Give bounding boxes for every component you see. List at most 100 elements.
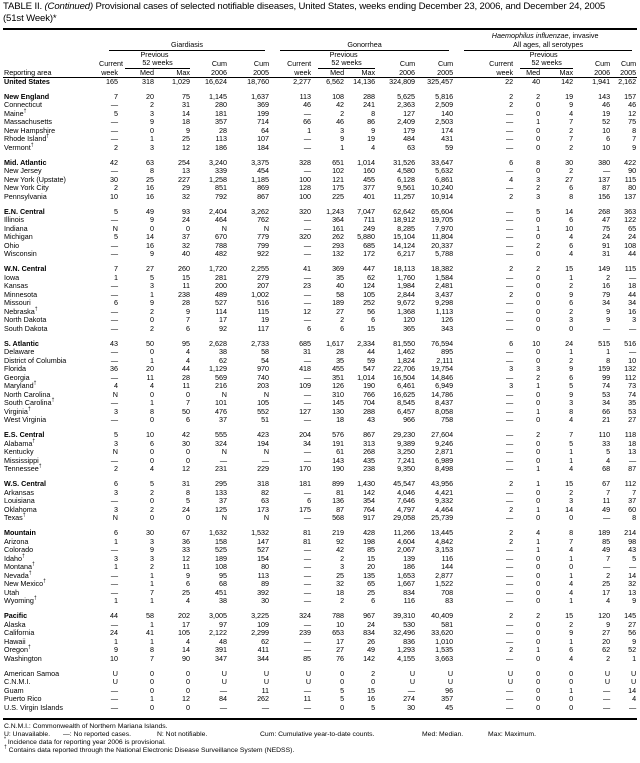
cell-value: 3 [509, 381, 514, 391]
cell-value: 0 [340, 677, 345, 687]
cell-value: 922 [257, 249, 270, 259]
area-name: Rhode Island [4, 134, 47, 144]
cell-value: 165 [106, 76, 118, 86]
cell-value: 49 [602, 504, 611, 514]
area-name: New Jersey [4, 166, 42, 176]
cell-value: 58 [261, 347, 270, 357]
cell-value: 8,498 [435, 464, 454, 474]
cell-value: 670 [215, 232, 227, 242]
reporting-area: New Mexico† [3, 579, 99, 589]
hib-header-line1: Haemophilus influenzae, invasive [454, 32, 637, 41]
cell-value: 1,532 [251, 528, 270, 538]
cell-value: 484 [403, 134, 416, 144]
cell-value: 27 [565, 174, 574, 184]
cell-value: 21 [602, 415, 611, 425]
cell-value: 7 [569, 430, 574, 440]
cell-value: 136 [332, 496, 345, 506]
cell-value: 2 [569, 281, 574, 291]
cell-value: 0 [536, 636, 541, 646]
area-name: Louisiana [4, 496, 35, 506]
cell-value: 16 [146, 183, 154, 193]
cell-value: 66 [602, 406, 611, 416]
cell-value: 33,620 [431, 628, 454, 638]
cell-value: 6 [509, 157, 514, 167]
cell-value: 67 [182, 528, 190, 538]
cell-value: 10 [532, 338, 541, 348]
table-row: American Samoa U 0 0 U U U 0 2 U U U 0 0 U U [3, 668, 637, 679]
cell-value: 2 [114, 464, 118, 474]
cell-value: 63 [146, 157, 154, 167]
table-row: Oregon† 9 8 14 391 411 — 27 49 1,293 1,535 2 1 6 62 52 [3, 645, 637, 655]
cell-value: 15 [367, 685, 376, 695]
cell-value: — [505, 447, 514, 457]
cell-value: 2 [114, 142, 118, 152]
cell-value: 2 [569, 619, 574, 629]
cell-value: 4 [569, 579, 574, 589]
cell-value: — [505, 464, 514, 474]
region-row: E.S. Central 5 10 42 555 423 204 576 867 29,230 27… [3, 431, 637, 440]
reporting-area: Maine† [3, 109, 99, 119]
cell-value: 11 [182, 281, 190, 291]
cell-value: 81 [336, 487, 345, 497]
cell-value: 9,350 [397, 464, 416, 474]
cell-value: 135 [363, 570, 376, 580]
cell-value: — [505, 702, 514, 712]
cell-value: — [505, 455, 514, 465]
area-name: American Samoa [4, 668, 60, 678]
cell-value: — [505, 653, 514, 663]
table-row: C.N.M.I. U 0 0 U U U 0 0 U U U 0 0 U U [3, 678, 637, 687]
area-name: Wisconsin [4, 249, 37, 259]
cell-value: 14 [182, 108, 190, 118]
cell-value: 464 [215, 215, 227, 225]
footnote-marker: † [51, 397, 55, 404]
reporting-area: Hawaii [3, 637, 99, 647]
cell-value: 2 [150, 487, 154, 497]
cell-value: 96 [445, 685, 454, 695]
cell-value: — [303, 142, 312, 152]
cell-value: 0 [150, 389, 154, 399]
reporting-area: C.N.M.I. [3, 678, 99, 687]
cell-value: 15 [565, 264, 574, 274]
cell-value: 38 [219, 596, 227, 606]
cell-value: 1 [150, 134, 154, 144]
cell-value: 9,561 [397, 183, 416, 193]
table-row: Florida 36 20 44 1,129 970 418 455 547 22,706 19,7… [3, 365, 637, 374]
cell-value: 547 [363, 364, 376, 374]
reporting-area: Texas† [3, 513, 99, 523]
cell-value: 411 [257, 645, 270, 655]
area-name: Illinois [4, 215, 24, 225]
cell-value: 260 [178, 264, 190, 274]
cell-value: 87 [628, 464, 637, 474]
cell-value: 280 [215, 100, 227, 110]
area-name: Vermont [4, 142, 31, 152]
cell-value: 18 [182, 117, 190, 127]
cell-value: — [505, 596, 514, 606]
cell-value: 0 [536, 166, 541, 176]
cell-value: 81,550 [393, 338, 416, 348]
column-header: week [294, 67, 312, 77]
cell-value: 651 [332, 157, 345, 167]
cell-value: 28 [182, 298, 190, 308]
cell-value: 0 [536, 232, 541, 242]
cell-value: 13,445 [431, 528, 454, 538]
reporting-area: Louisiana [3, 497, 99, 506]
cell-value: 194 [257, 438, 270, 448]
table-row: Puerto Rico — 1 12 84 262 11 5 16 274 357 — 0 0 — 4 [3, 695, 637, 704]
table-row: Maryland† 4 4 11 216 203 109 126 190 6,461 6,949 3 1… [3, 381, 637, 391]
cell-value: 24 [367, 619, 376, 629]
cell-value: 516 [257, 298, 270, 308]
cell-value: 175 [332, 183, 345, 193]
cell-value: 2 [150, 562, 154, 572]
cell-value: 3 [114, 406, 118, 416]
reporting-area: New England [3, 92, 99, 102]
cell-value: 357 [441, 694, 454, 704]
cell-value: 91 [602, 240, 611, 250]
cell-value: 9 [150, 249, 154, 259]
cell-value: 9 [569, 100, 574, 110]
cell-value: 268 [598, 206, 611, 216]
cell-value: 27 [146, 264, 154, 274]
cell-value: 7,047 [357, 206, 376, 216]
cell-value: 392 [257, 587, 270, 597]
cell-value: 15,104 [393, 232, 416, 242]
reporting-area: Puerto Rico [3, 695, 99, 704]
